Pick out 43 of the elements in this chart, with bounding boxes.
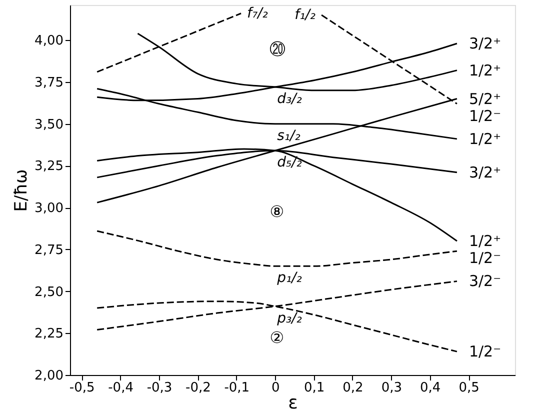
series-label: 1/2⁻ [468,249,502,268]
series-label: 1/2⁻ [468,106,502,125]
y-tick-label: 2,25 [34,326,64,342]
annotation: ② [270,328,284,347]
annotation: d₃/₂ [277,91,302,108]
annotation: p₁/₂ [276,270,302,286]
x-tick-label: -0,1 [224,380,250,396]
annotation: ⑧ [270,202,284,222]
x-tick-label: 0,4 [420,380,441,396]
x-tick-label: 0,5 [458,380,480,396]
y-tick-label: 2,50 [34,284,64,300]
series-label: 1/2⁺ [468,61,502,80]
annotation: f₇/₂ [247,5,268,22]
annotation: s₁/₂ [277,128,301,144]
y-axis-title: E/ħω [12,169,32,212]
line-series [96,230,458,267]
y-tick-label: 2,00 [34,368,64,384]
series-label: 3/2⁺ [468,163,502,182]
x-tick-label: 0,3 [381,380,402,396]
x-tick-label: -0,4 [108,380,134,396]
annotation: ⑳ [270,39,286,58]
series-label: 1/2⁻ [468,342,502,361]
y-tick-label: 3,50 [34,117,64,132]
x-axis-title: ε [288,392,298,414]
annotation: f₁/₂ [294,7,316,24]
x-tick-label: 0,1 [304,380,325,396]
y-tick-label: 3,00 [34,201,64,216]
series-label: 1/2⁺ [468,232,502,250]
y-tick-label: 3,75 [34,76,64,91]
series-label: 5/2⁺ [468,90,502,108]
y-tick-label: 3,25 [34,159,64,174]
y-tick-label: 4,00 [34,34,64,49]
y-tick-label: 2,75 [34,242,64,258]
x-tick-label: 0,2 [342,380,364,396]
annotation: p₃/₂ [276,310,302,326]
series-label: 3/2⁺ [468,34,502,53]
series-label: 1/2⁺ [468,130,502,148]
annotation: d₅/₂ [277,154,302,171]
x-tick-label: 0 [271,380,280,396]
series-label: 3/2⁻ [468,272,502,290]
x-tick-label: -0,3 [146,380,172,396]
x-tick-label: -0,5 [69,380,95,396]
x-tick-label: -0,2 [186,380,211,396]
